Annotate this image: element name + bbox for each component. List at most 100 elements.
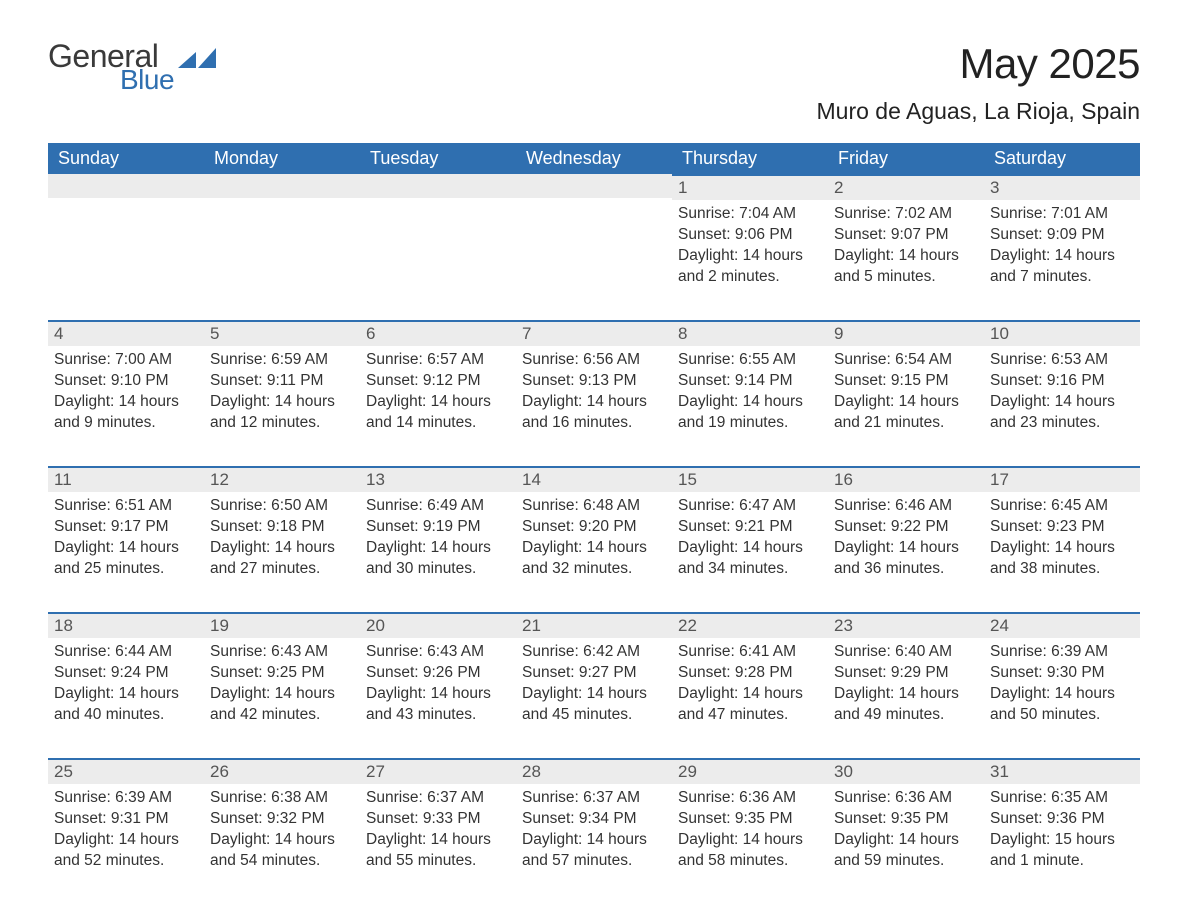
sunrise-text: Sunrise: 6:51 AM (54, 496, 198, 517)
day-cell-content (48, 174, 204, 208)
day-number (204, 174, 360, 198)
day-cell-content (204, 174, 360, 208)
sunset-text: Sunset: 9:24 PM (54, 663, 198, 684)
sunrise-text: Sunrise: 6:45 AM (990, 496, 1134, 517)
day-info: Sunrise: 6:41 AMSunset: 9:28 PMDaylight:… (678, 642, 822, 726)
sunset-text: Sunset: 9:26 PM (366, 663, 510, 684)
day-number: 28 (516, 758, 672, 784)
day-number: 21 (516, 612, 672, 638)
calendar-day-cell: 19Sunrise: 6:43 AMSunset: 9:25 PMDayligh… (204, 612, 360, 758)
day-info: Sunrise: 7:02 AMSunset: 9:07 PMDaylight:… (834, 204, 978, 288)
day-cell-content: 29Sunrise: 6:36 AMSunset: 9:35 PMDayligh… (672, 758, 828, 878)
sunset-text: Sunset: 9:32 PM (210, 809, 354, 830)
day-info: Sunrise: 7:04 AMSunset: 9:06 PMDaylight:… (678, 204, 822, 288)
sunrise-text: Sunrise: 6:54 AM (834, 350, 978, 371)
day-cell-content: 30 Sunrise: 6:36 AMSunset: 9:35 PMDayligh… (828, 758, 984, 878)
sunset-text: Sunset: 9:11 PM (210, 371, 354, 392)
daylight-text-line2: and 7 minutes. (990, 267, 1134, 288)
sunrise-text: Sunrise: 6:49 AM (366, 496, 510, 517)
daylight-text-line2: and 19 minutes. (678, 413, 822, 434)
day-info: Sunrise: 6:53 AMSunset: 9:16 PMDaylight:… (990, 350, 1134, 434)
sunset-text: Sunset: 9:22 PM (834, 517, 978, 538)
daylight-text-line1: Daylight: 14 hours (678, 246, 822, 267)
calendar-day-cell: 21 Sunrise: 6:42 AMSunset: 9:27 PMDayligh… (516, 612, 672, 758)
day-info: Sunrise: 6:50 AMSunset: 9:18 PMDaylight:… (210, 496, 354, 580)
calendar-day-cell: 16 Sunrise: 6:46 AMSunset: 9:22 PMDayligh… (828, 466, 984, 612)
day-cell-content: 3Sunrise: 7:01 AMSunset: 9:09 PMDaylight… (984, 174, 1140, 294)
calendar-body: 1 Sunrise: 7:04 AMSunset: 9:06 PMDaylight… (48, 174, 1140, 904)
sunset-text: Sunset: 9:21 PM (678, 517, 822, 538)
day-number: 30 (828, 758, 984, 784)
sunrise-text: Sunrise: 6:35 AM (990, 788, 1134, 809)
day-number: 13 (360, 466, 516, 492)
daylight-text-line2: and 2 minutes. (678, 267, 822, 288)
daylight-text-line2: and 49 minutes. (834, 705, 978, 726)
sunset-text: Sunset: 9:10 PM (54, 371, 198, 392)
sunrise-text: Sunrise: 6:47 AM (678, 496, 822, 517)
day-number: 12 (204, 466, 360, 492)
sunrise-text: Sunrise: 6:43 AM (366, 642, 510, 663)
sunrise-text: Sunrise: 6:59 AM (210, 350, 354, 371)
day-number: 10 (984, 320, 1140, 346)
daylight-text-line2: and 59 minutes. (834, 851, 978, 872)
day-number: 9 (828, 320, 984, 346)
calendar-week-row: 11Sunrise: 6:51 AMSunset: 9:17 PMDayligh… (48, 466, 1140, 612)
day-number: 26 (204, 758, 360, 784)
calendar-day-cell: 9Sunrise: 6:54 AMSunset: 9:15 PMDaylight… (828, 320, 984, 466)
sunrise-text: Sunrise: 6:53 AM (990, 350, 1134, 371)
daylight-text-line2: and 21 minutes. (834, 413, 978, 434)
logo-mark-icon (178, 46, 218, 76)
calendar-day-cell (48, 174, 204, 320)
day-info: Sunrise: 6:55 AMSunset: 9:14 PMDaylight:… (678, 350, 822, 434)
sunrise-text: Sunrise: 6:50 AM (210, 496, 354, 517)
daylight-text-line2: and 12 minutes. (210, 413, 354, 434)
sunrise-text: Sunrise: 6:37 AM (522, 788, 666, 809)
calendar-day-cell: 23Sunrise: 6:40 AMSunset: 9:29 PMDayligh… (828, 612, 984, 758)
day-number: 1 (672, 174, 828, 200)
day-info: Sunrise: 6:36 AMSunset: 9:35 PMDaylight:… (834, 788, 978, 872)
day-info: Sunrise: 6:57 AMSunset: 9:12 PMDaylight:… (366, 350, 510, 434)
day-cell-content: 22Sunrise: 6:41 AMSunset: 9:28 PMDayligh… (672, 612, 828, 732)
sunset-text: Sunset: 9:06 PM (678, 225, 822, 246)
day-cell-content: 14Sunrise: 6:48 AMSunset: 9:20 PMDayligh… (516, 466, 672, 586)
sunset-text: Sunset: 9:35 PM (834, 809, 978, 830)
daylight-text-line2: and 57 minutes. (522, 851, 666, 872)
daylight-text-line2: and 50 minutes. (990, 705, 1134, 726)
logo: General Blue (48, 40, 218, 94)
sunset-text: Sunset: 9:20 PM (522, 517, 666, 538)
sunrise-text: Sunrise: 6:39 AM (54, 788, 198, 809)
calendar-day-cell: 15Sunrise: 6:47 AMSunset: 9:21 PMDayligh… (672, 466, 828, 612)
day-number: 16 (828, 466, 984, 492)
daylight-text-line2: and 38 minutes. (990, 559, 1134, 580)
sunrise-text: Sunrise: 6:44 AM (54, 642, 198, 663)
daylight-text-line1: Daylight: 14 hours (54, 392, 198, 413)
daylight-text-line1: Daylight: 14 hours (54, 830, 198, 851)
daylight-text-line1: Daylight: 14 hours (210, 830, 354, 851)
daylight-text-line2: and 36 minutes. (834, 559, 978, 580)
day-number: 3 (984, 174, 1140, 200)
sunset-text: Sunset: 9:34 PM (522, 809, 666, 830)
day-number: 19 (204, 612, 360, 638)
sunrise-text: Sunrise: 6:43 AM (210, 642, 354, 663)
sunrise-text: Sunrise: 6:57 AM (366, 350, 510, 371)
daylight-text-line1: Daylight: 14 hours (834, 830, 978, 851)
day-cell-content: 10 Sunrise: 6:53 AMSunset: 9:16 PMDayligh… (984, 320, 1140, 440)
calendar-day-cell: 17Sunrise: 6:45 AMSunset: 9:23 PMDayligh… (984, 466, 1140, 612)
daylight-text-line1: Daylight: 14 hours (834, 538, 978, 559)
day-number: 11 (48, 466, 204, 492)
day-cell-content: 18Sunrise: 6:44 AMSunset: 9:24 PMDayligh… (48, 612, 204, 732)
day-info: Sunrise: 6:42 AMSunset: 9:27 PMDaylight:… (522, 642, 666, 726)
sunrise-text: Sunrise: 7:02 AM (834, 204, 978, 225)
day-cell-content: 7Sunrise: 6:56 AMSunset: 9:13 PMDaylight… (516, 320, 672, 440)
sunset-text: Sunset: 9:28 PM (678, 663, 822, 684)
sunset-text: Sunset: 9:23 PM (990, 517, 1134, 538)
day-number: 27 (360, 758, 516, 784)
sunset-text: Sunset: 9:36 PM (990, 809, 1134, 830)
calendar-day-cell: 4Sunrise: 7:00 AMSunset: 9:10 PMDaylight… (48, 320, 204, 466)
daylight-text-line1: Daylight: 14 hours (678, 830, 822, 851)
sunset-text: Sunset: 9:14 PM (678, 371, 822, 392)
day-info: Sunrise: 6:48 AMSunset: 9:20 PMDaylight:… (522, 496, 666, 580)
daylight-text-line2: and 54 minutes. (210, 851, 354, 872)
sunrise-text: Sunrise: 6:46 AM (834, 496, 978, 517)
daylight-text-line1: Daylight: 14 hours (678, 684, 822, 705)
